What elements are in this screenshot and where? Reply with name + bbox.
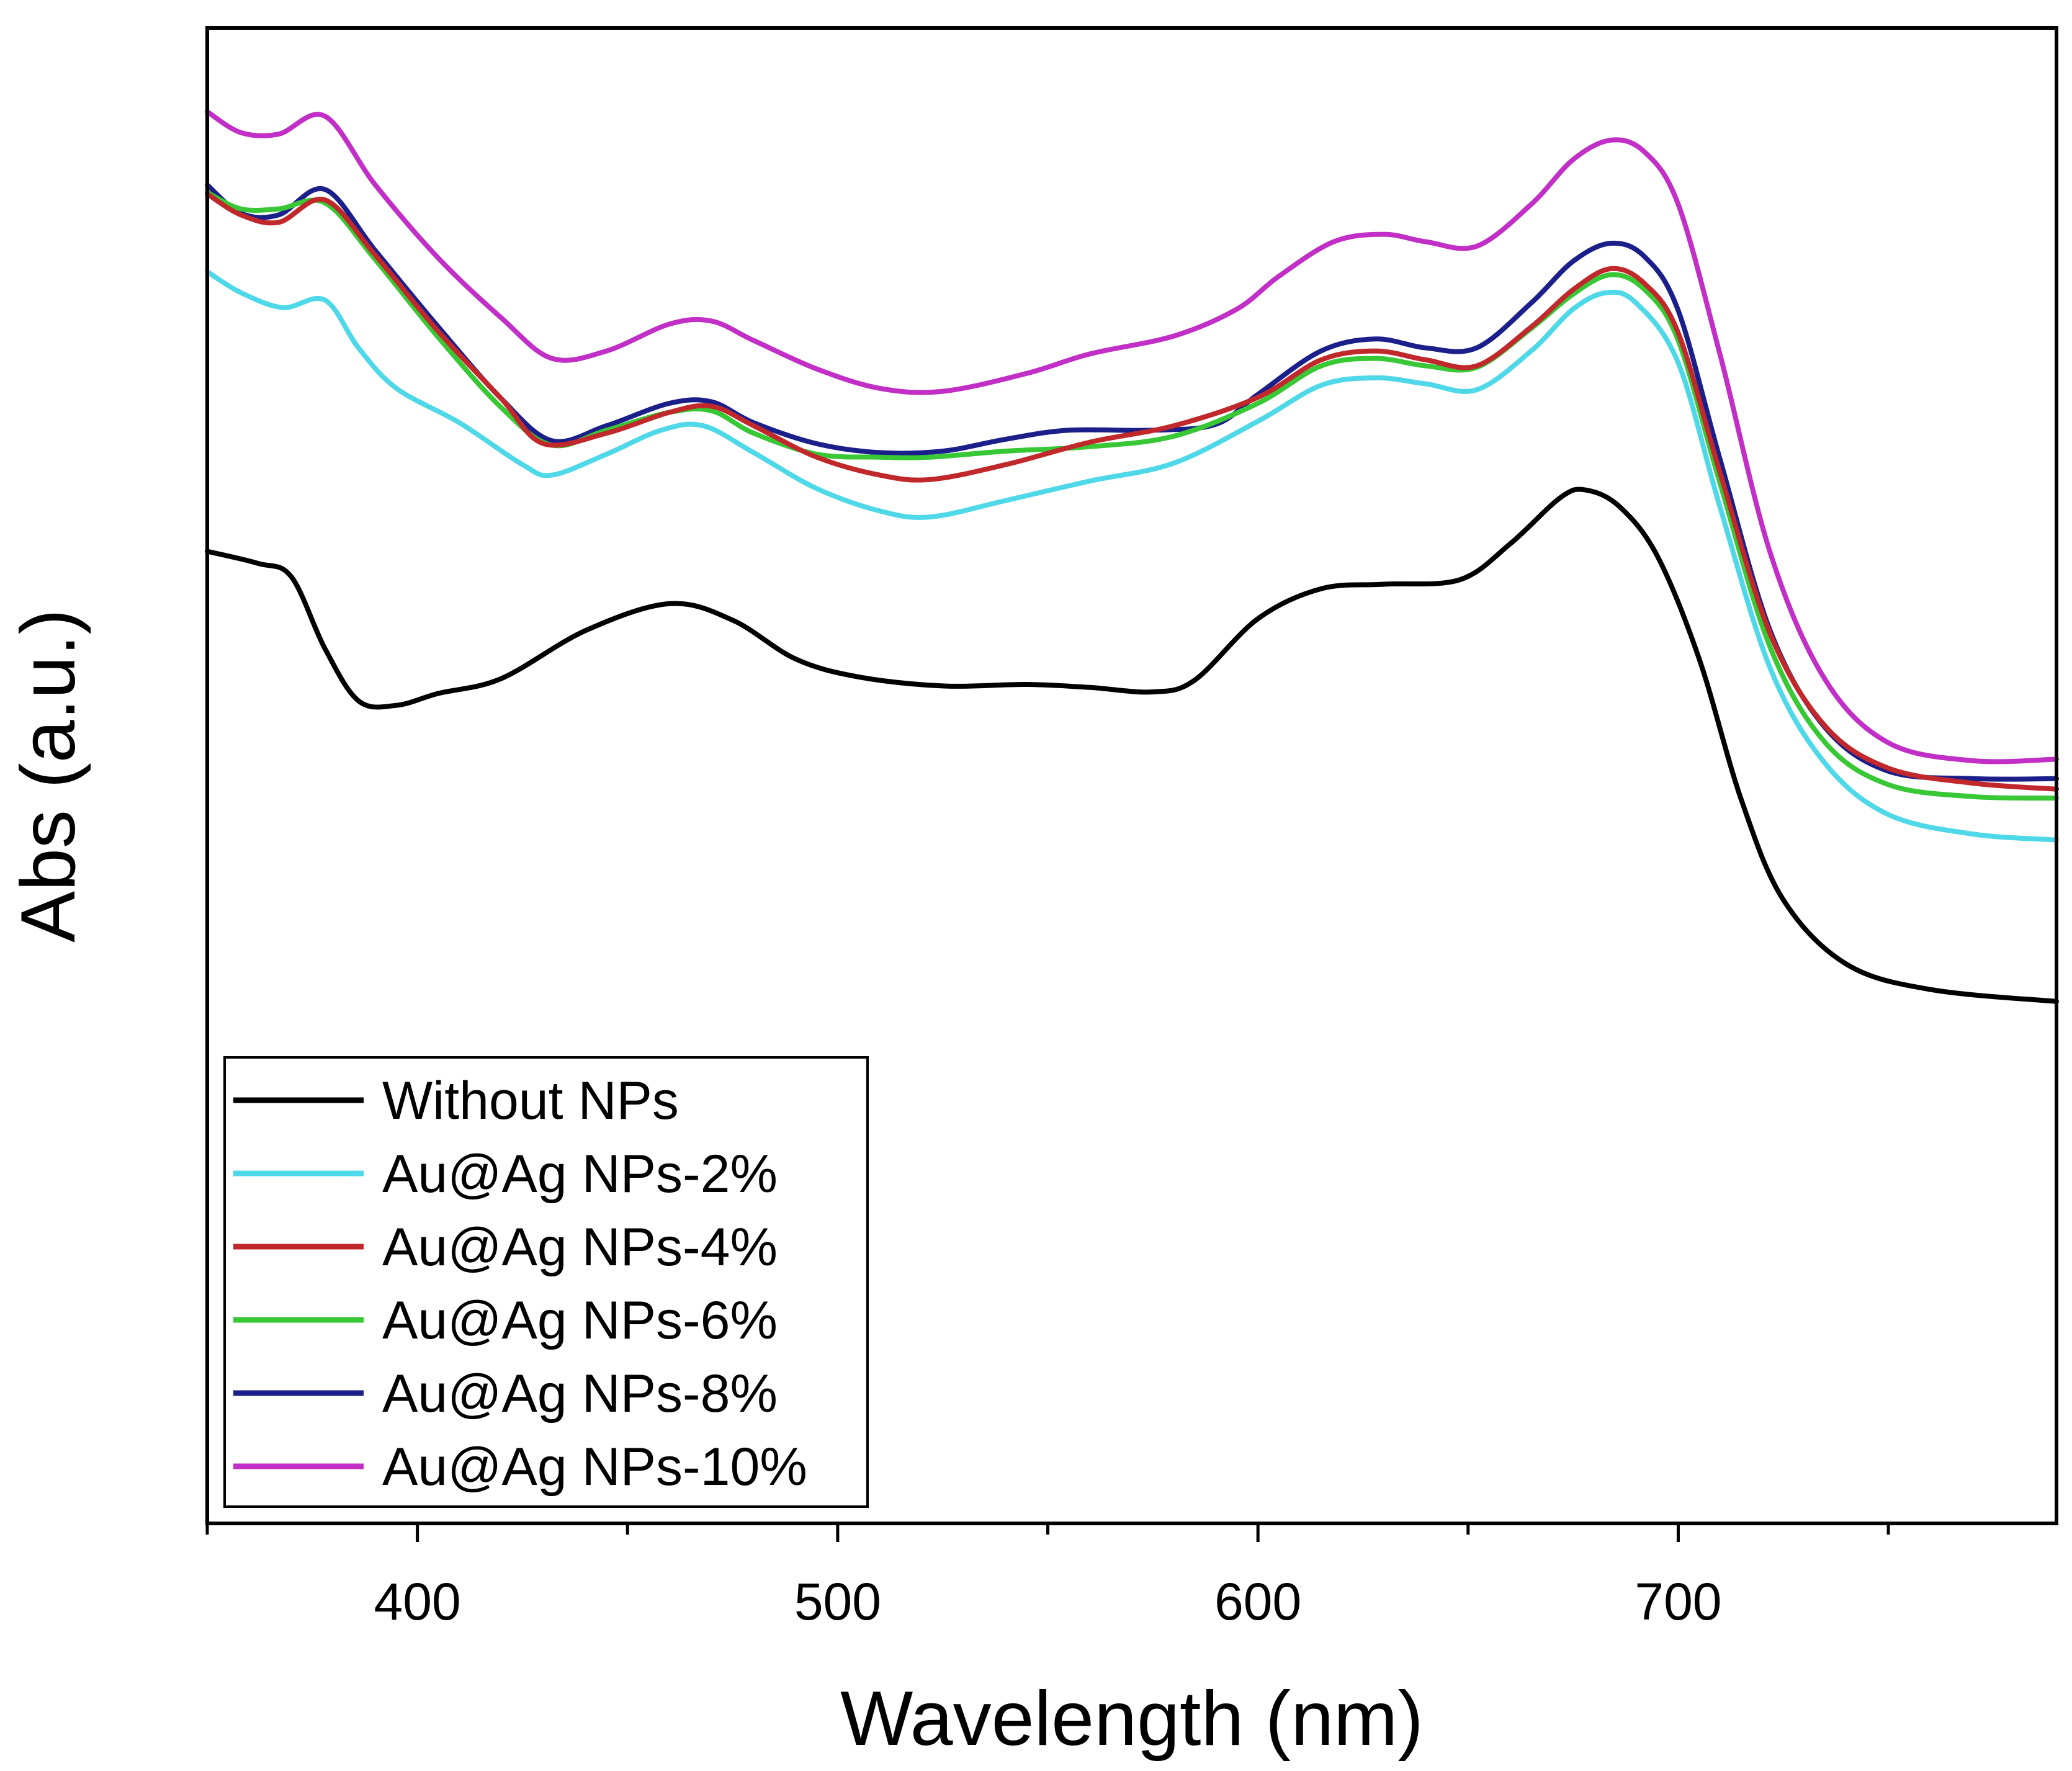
series-layer — [205, 109, 2059, 1004]
y-axis-title: Abs (a.u.) — [6, 609, 91, 943]
legend-label-au-ag-nps-8: Au@Ag NPs-8% — [382, 1364, 778, 1424]
series-line-au-ag-nps-4 — [205, 191, 2059, 792]
legend: Without NPs Au@Ag NPs-2% Au@Ag NPs-4% Au@Ag… — [223, 1056, 869, 1508]
series-line-au-ag-nps-2 — [205, 269, 2059, 843]
legend-box — [223, 1056, 869, 1508]
legend-label-au-ag-nps-2: Au@Ag NPs-2% — [382, 1144, 778, 1204]
x-tick-label-400: 400 — [374, 1572, 461, 1631]
plot-frame — [205, 26, 2058, 1525]
series-line-without-nps — [205, 486, 2059, 1004]
x-axis-ticks: 400 500 600 700 — [205, 1523, 1890, 1631]
series-line-au-ag-nps-6 — [205, 190, 2059, 801]
x-tick-label-600: 600 — [1214, 1572, 1301, 1631]
legend-label-au-ag-nps-4: Au@Ag NPs-4% — [382, 1217, 778, 1277]
series-line-au-ag-nps-10 — [205, 109, 2059, 764]
x-tick-label-700: 700 — [1635, 1572, 1721, 1631]
legend-label-au-ag-nps-10: Au@Ag NPs-10% — [382, 1437, 807, 1497]
x-axis-title: Wavelength (nm) — [840, 1676, 1424, 1762]
legend-label-au-ag-nps-6: Au@Ag NPs-6% — [382, 1291, 778, 1350]
x-tick-label-500: 500 — [794, 1572, 881, 1631]
legend-label-without-nps: Without NPs — [382, 1071, 679, 1131]
